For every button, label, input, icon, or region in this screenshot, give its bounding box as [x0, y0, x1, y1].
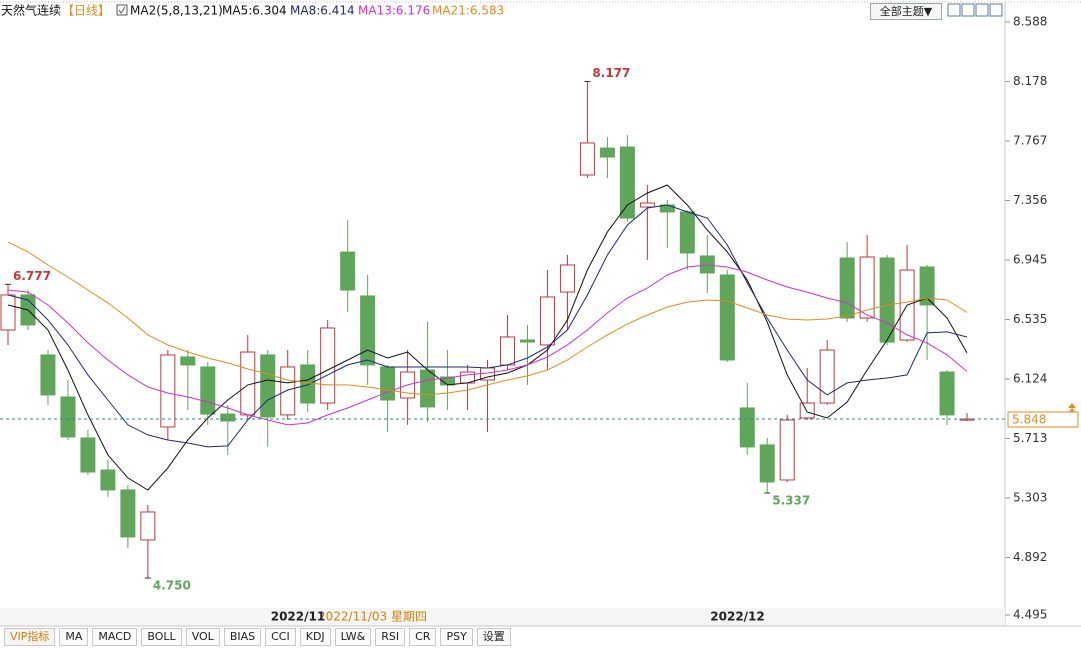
extreme-label: 8.177 — [592, 66, 630, 80]
x-tick-label: 2022/11 — [271, 610, 325, 624]
indicator-tab[interactable]: RSI — [375, 628, 406, 646]
legend-entry: MA13:6.176 — [358, 4, 430, 18]
candle-body — [0, 294, 16, 331]
y-tick-label: 6.124 — [1013, 371, 1047, 385]
candle-body — [180, 356, 196, 366]
price-marker — [1068, 403, 1076, 413]
candle-body — [539, 296, 555, 346]
candle-body — [500, 336, 515, 366]
candle-body — [779, 419, 795, 481]
indicator-tab[interactable]: CCI — [265, 628, 296, 646]
ma-params: MA2(5,8,13,21) — [130, 4, 223, 18]
candle-body — [360, 295, 376, 366]
y-tick-label: 7.767 — [1013, 133, 1047, 147]
candle-body — [879, 257, 895, 343]
icon-button[interactable] — [947, 3, 961, 17]
candle-body — [799, 402, 815, 419]
ma-toggle-check — [118, 6, 126, 14]
y-tick-label: 5.713 — [1013, 431, 1047, 445]
candle-body — [40, 354, 56, 396]
candle-body — [599, 147, 615, 158]
indicator-tab[interactable]: VOL — [185, 628, 220, 646]
instrument-title: 天然气连续 — [1, 3, 61, 18]
indicator-tab[interactable]: LW& — [334, 628, 372, 646]
y-tick-label: 7.356 — [1013, 193, 1047, 207]
candle-body — [120, 489, 136, 538]
y-tick-label: 4.495 — [1013, 608, 1047, 622]
candle-body — [859, 256, 875, 319]
period: 【日线】 — [62, 4, 110, 18]
y-tick-label: 5.303 — [1013, 490, 1047, 504]
extreme-label: 5.337 — [772, 494, 810, 508]
candle-body — [519, 339, 535, 343]
candle-body — [819, 349, 835, 404]
ma-toggle-icon[interactable] — [116, 4, 128, 16]
y-tick-label: 6.945 — [1013, 253, 1047, 267]
ma-line — [7, 184, 968, 491]
candle-body — [320, 327, 336, 404]
candle-body — [60, 396, 76, 438]
candle-body — [699, 255, 715, 274]
candle-body — [579, 142, 595, 176]
y-tick-label: 6.535 — [1013, 312, 1047, 326]
last-price-box — [1007, 411, 1079, 428]
indicator-tab[interactable]: MACD — [92, 628, 138, 646]
candle-body — [200, 366, 216, 415]
candle-body — [300, 364, 316, 404]
theme-button[interactable]: 全部主题▼ — [870, 3, 942, 20]
candle-body — [639, 202, 655, 208]
candle-body — [619, 146, 635, 219]
candle-body — [839, 257, 855, 319]
candle-body — [719, 274, 735, 361]
indicator-tab[interactable]: MA — [59, 628, 89, 646]
ma-line — [7, 204, 968, 448]
candle-body — [140, 511, 156, 541]
extreme-label: 6.777 — [13, 269, 51, 283]
ma-line — [7, 264, 968, 426]
candle-body — [100, 469, 116, 491]
candle-body — [80, 437, 96, 473]
crosshair-date: 2022/11/03 星期四 — [318, 610, 427, 624]
indicator-tab[interactable]: BIAS — [223, 628, 262, 646]
candle-body — [739, 407, 755, 448]
indicator-tab[interactable]: CR — [409, 628, 437, 646]
date-axis-strip — [0, 608, 1005, 626]
candle-body — [340, 251, 356, 291]
candle-body — [260, 354, 276, 418]
candle-body — [919, 266, 935, 306]
extreme-label: 4.750 — [153, 579, 191, 593]
indicator-tab[interactable]: 设置 — [476, 628, 511, 646]
indicator-tab[interactable]: KDJ — [299, 628, 331, 646]
candle-body — [939, 371, 955, 416]
icon-button[interactable] — [975, 3, 989, 17]
candle-body — [559, 264, 575, 293]
indicator-tab[interactable]: VIP指标 — [4, 628, 56, 646]
candle-body — [280, 366, 296, 416]
legend-entry: MA21:6.583 — [432, 4, 504, 18]
icon-button[interactable] — [961, 3, 975, 17]
candle-body — [160, 354, 176, 428]
ma-line — [7, 241, 968, 396]
y-tick-label: 4.892 — [1013, 550, 1047, 564]
legend-entry: MA5:6.304 — [222, 4, 287, 18]
indicator-tab[interactable]: BOLL — [141, 628, 182, 646]
y-tick-label: 8.178 — [1013, 74, 1047, 88]
indicator-tabs: VIP指标 MA MACD BOLL VOL BIAS CCI KDJ LW& RSI CR PSY 设… — [4, 628, 511, 646]
candle-body — [380, 366, 396, 401]
candle-body — [759, 444, 775, 483]
last-price-label: 5.848 — [1012, 412, 1046, 426]
toolbar-icons — [947, 3, 1003, 17]
candle-body — [679, 211, 695, 254]
x-tick-label: 2022/12 — [710, 610, 764, 624]
legend-entry: MA8:6.414 — [290, 4, 355, 18]
candle-body — [420, 369, 436, 408]
y-tick-label: 8.588 — [1013, 15, 1047, 29]
icon-button[interactable] — [989, 3, 1003, 17]
indicator-tab[interactable]: PSY — [440, 628, 473, 646]
candle-body — [220, 413, 236, 422]
